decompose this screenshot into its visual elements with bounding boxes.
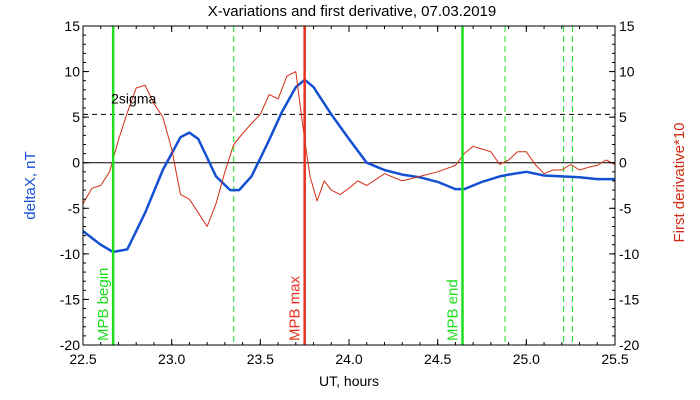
y-left-tick-label: 15 bbox=[64, 18, 80, 34]
y-left-tick-label: 0 bbox=[72, 155, 80, 171]
plot-frame bbox=[82, 25, 616, 346]
deltaX-series-line bbox=[82, 78, 615, 254]
threshold-label: 2sigma bbox=[111, 90, 156, 106]
x-tick-label: 24.0 bbox=[335, 351, 362, 367]
x-tick-label: 22.5 bbox=[69, 351, 96, 367]
y-right-tick-label: -10 bbox=[619, 246, 639, 262]
x-axis-label: UT, hours bbox=[319, 373, 379, 389]
x-tick-label: 23.0 bbox=[158, 351, 185, 367]
x-tick-label: 25.5 bbox=[601, 351, 628, 367]
y-left-tick-label: -20 bbox=[60, 337, 80, 353]
y-right-tick-label: 10 bbox=[619, 64, 635, 80]
y-right-tick-label: -20 bbox=[619, 337, 639, 353]
y-axis-left: -20 -15 -10 -5 0 5 10 15 bbox=[60, 18, 89, 353]
y-axis-right-label: First derivative*10 bbox=[671, 122, 688, 242]
y-right-tick-label: -15 bbox=[619, 291, 639, 307]
y-axis-left-label: deltaX, nT bbox=[22, 151, 39, 219]
derivative-series-line bbox=[82, 71, 616, 227]
x-tick-label: 23.5 bbox=[247, 351, 274, 367]
plot-area: MPB begin MPB max MPB end bbox=[82, 26, 616, 345]
y-left-tick-label: -15 bbox=[60, 291, 80, 307]
x-tick-label: 24.5 bbox=[424, 351, 451, 367]
x-tick-label: 25.0 bbox=[513, 351, 540, 367]
x-axis: 22.5 23.0 23.5 24.0 24.5 25.0 25.5 bbox=[69, 26, 629, 367]
y-left-tick-label: -5 bbox=[68, 200, 81, 216]
y-left-tick-label: -10 bbox=[60, 246, 80, 262]
y-axis-right: -20 -15 -10 -5 0 5 10 15 bbox=[609, 18, 639, 353]
y-right-tick-label: -5 bbox=[619, 200, 632, 216]
y-right-tick-label: 5 bbox=[619, 109, 627, 125]
y-left-tick-label: 10 bbox=[64, 64, 80, 80]
marker-label: MPB end bbox=[444, 279, 461, 341]
marker-label: MPB max bbox=[287, 275, 304, 341]
y-right-tick-label: 15 bbox=[619, 18, 635, 34]
chart-title: X-variations and first derivative, 07.03… bbox=[208, 3, 497, 20]
y-right-tick-label: 0 bbox=[619, 155, 627, 171]
marker-label: MPB begin bbox=[95, 268, 112, 341]
y-left-tick-label: 5 bbox=[72, 109, 80, 125]
